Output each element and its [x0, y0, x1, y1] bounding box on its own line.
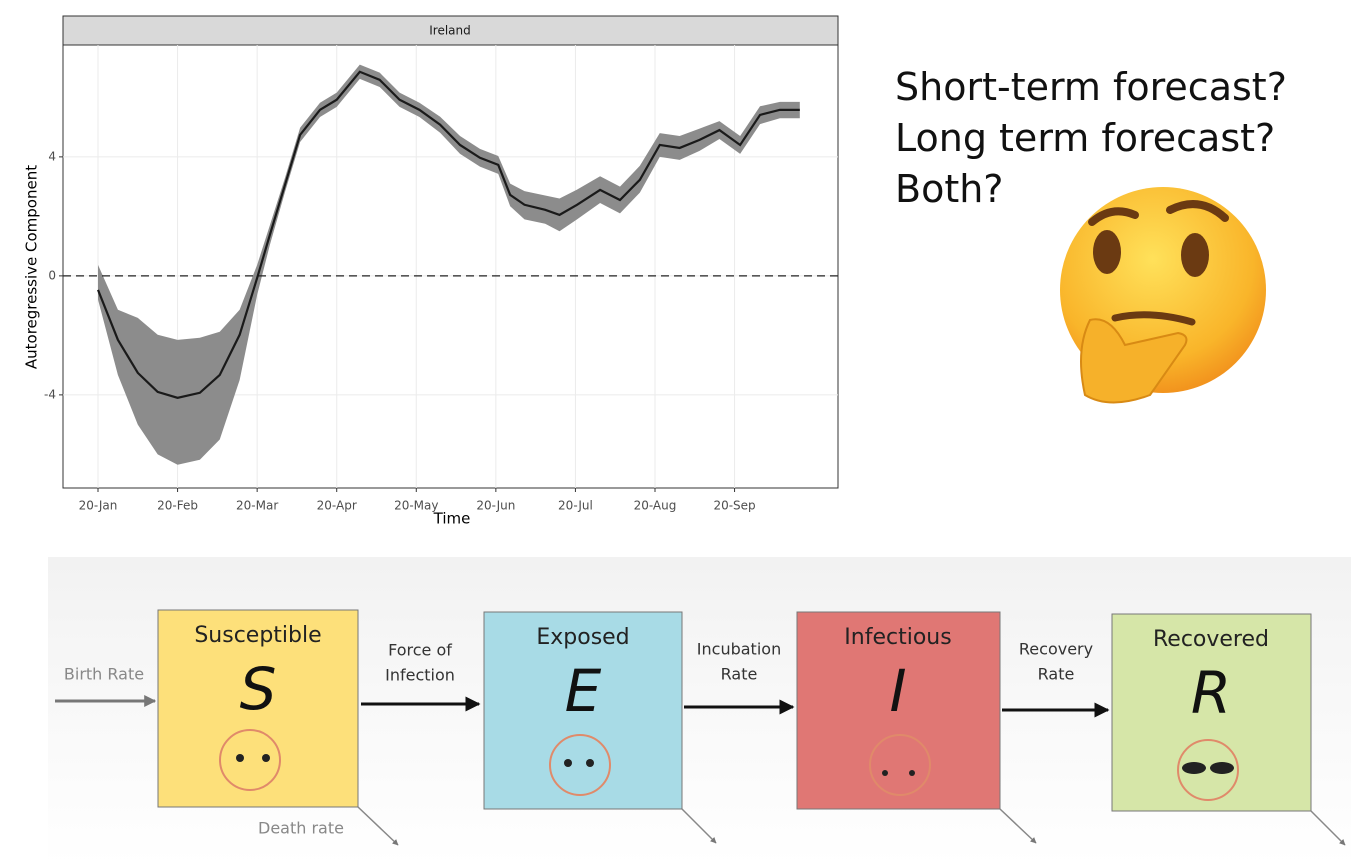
- question-line: Both?: [895, 167, 1003, 211]
- box-title: Susceptible: [194, 623, 321, 648]
- x-tick-label: 20-Jun: [476, 499, 515, 513]
- chart: Ireland Time Autoregressive Component -4…: [23, 15, 839, 528]
- x-tick-label: 20-Mar: [236, 499, 278, 513]
- y-tick-label: 4: [48, 149, 56, 163]
- facet-strip: [62, 15, 839, 46]
- y-tick-label: -4: [44, 387, 56, 401]
- death-label: Death rate: [258, 819, 344, 838]
- question-line: Short-term forecast?: [895, 65, 1287, 109]
- birth-label: Birth Rate: [64, 665, 144, 684]
- arrow-label: Rate: [721, 665, 758, 684]
- box-title: Recovered: [1153, 627, 1269, 652]
- box-letter: S: [240, 655, 277, 723]
- arrow-label: Recovery: [1019, 640, 1093, 659]
- x-tick-label: 20-Sep: [713, 499, 755, 513]
- seir-diagram: Birth Rate Susceptible Exposed Infectiou…: [48, 557, 1351, 865]
- x-tick-label: 20-Feb: [157, 499, 198, 513]
- x-tick-label: 20-May: [394, 499, 438, 513]
- thinking-emoji: [1060, 187, 1266, 404]
- arrow-label: Infection: [385, 666, 455, 685]
- box-title: Exposed: [536, 625, 629, 650]
- question-line: Long term forecast?: [895, 116, 1275, 160]
- box-letter: E: [565, 657, 602, 725]
- y-axis-label: Autoregressive Component: [23, 165, 41, 369]
- box-letter: R: [1191, 659, 1231, 727]
- arrow-label: Force of: [388, 641, 452, 660]
- series-line: [96, 70, 800, 399]
- x-tick-label: 20-Apr: [317, 499, 357, 513]
- question: Short-term forecast? Long term forecast?…: [895, 65, 1287, 211]
- strip-label: Ireland: [429, 24, 471, 38]
- y-tick-label: 0: [48, 268, 56, 282]
- arrow-label: Rate: [1038, 665, 1075, 684]
- box-title: Infectious: [844, 625, 951, 650]
- box-letter: I: [889, 657, 906, 725]
- x-tick-label: 20-Aug: [634, 499, 677, 513]
- x-tick-label: 20-Jul: [558, 499, 593, 513]
- x-axis-label: Time: [433, 510, 471, 528]
- x-tick-label: 20-Jan: [79, 499, 118, 513]
- confidence-band: [98, 64, 800, 465]
- arrow-label: Incubation: [697, 640, 781, 659]
